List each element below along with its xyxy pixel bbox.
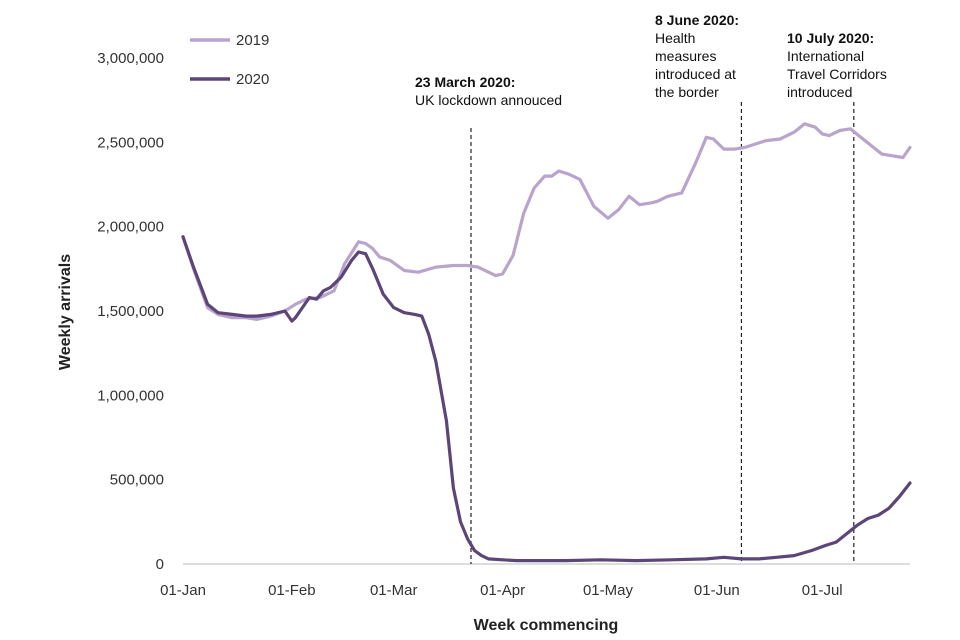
annotation-text: the border [655, 84, 719, 100]
x-tick-label: 01-Jul [802, 582, 843, 599]
annotation-lines [470, 102, 855, 564]
series-group [181, 122, 912, 563]
x-tick-label: 01-Jun [694, 582, 740, 599]
annotation-title: 8 June 2020: [655, 12, 739, 28]
annotation-text: UK lockdown annouced [415, 92, 562, 108]
y-tick-label: 1,500,000 [97, 303, 164, 320]
annotation-text: International [787, 48, 864, 64]
x-tick-label: 01-Jan [160, 582, 206, 599]
series-line-2019 [181, 122, 912, 321]
series-line-2020 [181, 235, 912, 563]
y-tick-label: 0 [156, 556, 164, 573]
annotation-title: 10 July 2020: [787, 30, 874, 46]
annotation-text: Travel Corridors [787, 66, 887, 82]
legend-label-2019: 2019 [236, 32, 269, 49]
y-tick-label: 500,000 [110, 472, 164, 489]
annotation-texts: 23 March 2020: UK lockdown annouced 8 June… [415, 12, 887, 108]
y-axis-ticks: 0 500,000 1,000,000 1,500,000 2,000,000 2,500… [97, 50, 164, 573]
x-tick-label: 01-Mar [370, 582, 418, 599]
annotation-text: Health [655, 30, 695, 46]
annotation-text: introduced [787, 84, 852, 100]
x-tick-label: 01-May [583, 582, 634, 599]
x-axis-title: Week commencing [474, 617, 619, 634]
y-tick-label: 3,000,000 [97, 50, 164, 67]
annotation-title: 23 March 2020: [415, 74, 515, 90]
legend-label-2020: 2020 [236, 71, 269, 88]
y-tick-label: 1,000,000 [97, 387, 164, 404]
annotation-text: measures [655, 48, 716, 64]
x-tick-label: 01-Apr [480, 582, 525, 599]
y-tick-label: 2,000,000 [97, 219, 164, 236]
x-axis-ticks: 01-Jan 01-Feb 01-Mar 01-Apr 01-May 01-Jun 01-J… [160, 582, 843, 599]
x-tick-label: 01-Feb [268, 582, 316, 599]
annotation-text: introduced at [655, 66, 736, 82]
legend: 2019 2020 [190, 32, 269, 88]
y-tick-label: 2,500,000 [97, 134, 164, 151]
y-axis-title: Weekly arrivals [57, 254, 74, 370]
